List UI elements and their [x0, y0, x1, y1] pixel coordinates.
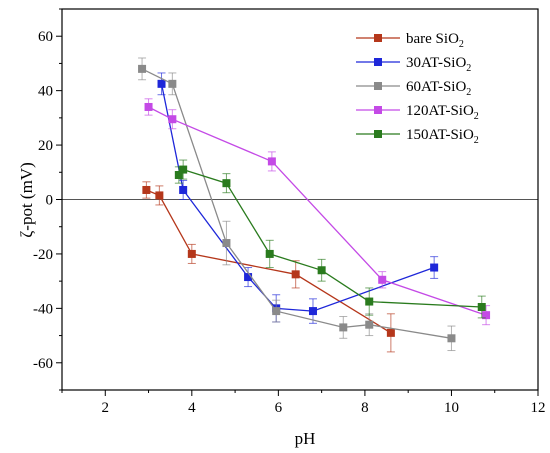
x-tick-label: 4 [188, 400, 196, 416]
data-point [187, 249, 196, 258]
data-point [447, 334, 456, 343]
legend: bare SiO2 30AT-SiO2 60AT-SiO2 120AT-SiO2 150… [356, 31, 479, 146]
data-point [168, 79, 177, 88]
legend-item-1: bare SiO2 [356, 31, 464, 50]
legend-label: 120AT-SiO2 [406, 103, 479, 122]
axes: 2 4 6 8 10 12 -60 -40 -20 0 20 40 60 [33, 8, 546, 416]
legend-item-5: 150AT-SiO2 [356, 127, 479, 146]
legend-marker [374, 130, 382, 138]
data-point [365, 320, 374, 329]
legend-label: 150AT-SiO2 [406, 127, 479, 146]
data-point [179, 185, 188, 194]
y-tick-label: 60 [38, 29, 53, 45]
x-tick-label: 6 [275, 400, 283, 416]
data-point [308, 307, 317, 316]
series-line [146, 189, 392, 334]
legend-marker [374, 34, 382, 42]
legend-item-3: 60AT-SiO2 [356, 79, 471, 98]
series-3 [138, 57, 456, 352]
data-point [430, 263, 439, 272]
y-axis-title: ζ-pot (mV) [17, 162, 36, 238]
data-point [138, 64, 147, 73]
legend-item-2: 30AT-SiO2 [356, 55, 471, 74]
legend-label: bare SiO2 [406, 31, 464, 50]
series-4 [144, 98, 491, 326]
data-point [272, 307, 281, 316]
x-tick-label: 2 [102, 400, 110, 416]
data-point [142, 185, 151, 194]
data-point [317, 266, 326, 275]
data-point [222, 179, 231, 188]
data-point [477, 302, 486, 311]
legend-item-4: 120AT-SiO2 [356, 103, 479, 122]
x-tick-label: 12 [531, 400, 546, 416]
data-point [365, 297, 374, 306]
data-point [168, 115, 177, 124]
data-point [155, 191, 164, 200]
data-point [482, 311, 491, 320]
data-point [179, 165, 188, 174]
y-tick-label: -40 [33, 301, 53, 317]
data-point [267, 157, 276, 166]
legend-marker [374, 106, 382, 114]
data-point [244, 273, 253, 282]
data-point [222, 239, 231, 248]
series-5 [174, 159, 486, 319]
series-1 [142, 181, 395, 353]
x-tick-label: 8 [361, 400, 369, 416]
x-tick-label: 10 [444, 400, 459, 416]
legend-label: 30AT-SiO2 [406, 55, 471, 74]
data-point [291, 270, 300, 279]
plot-area [62, 57, 538, 353]
data-point [265, 249, 274, 258]
y-tick-label: 20 [38, 138, 53, 154]
y-tick-label: -60 [33, 356, 53, 372]
legend-label: 60AT-SiO2 [406, 79, 471, 98]
y-tick-label: 0 [46, 193, 54, 209]
data-point [144, 102, 153, 111]
x-axis-title: pH [295, 429, 316, 448]
data-point [174, 171, 183, 180]
data-point [386, 328, 395, 337]
y-tick-label: 40 [38, 84, 53, 100]
data-point [339, 323, 348, 332]
legend-marker [374, 82, 382, 90]
data-point [378, 275, 387, 284]
legend-marker [374, 58, 382, 66]
data-point [157, 79, 166, 88]
y-tick-label: -20 [33, 247, 53, 263]
